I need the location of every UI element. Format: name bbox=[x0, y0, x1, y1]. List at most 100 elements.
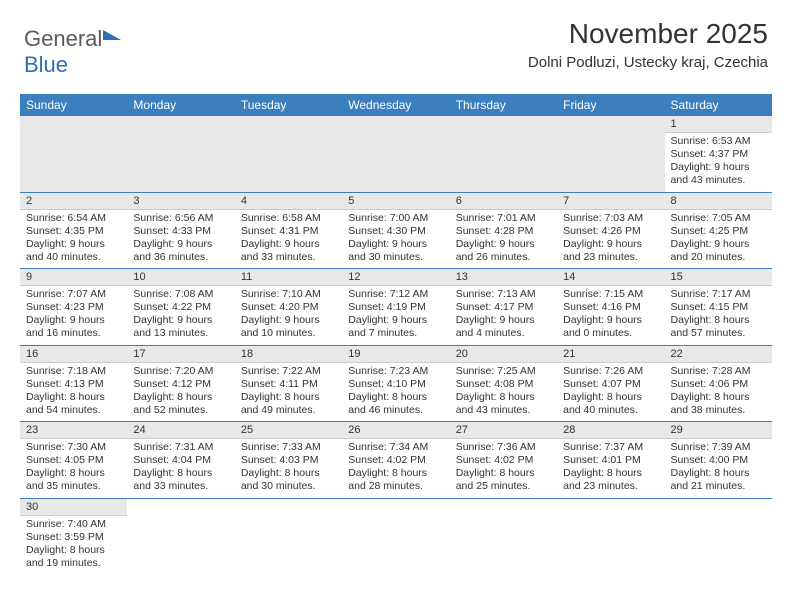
day-number: 16 bbox=[20, 346, 127, 363]
day-number: 28 bbox=[557, 422, 664, 439]
calendar-day-cell: 17Sunrise: 7:20 AMSunset: 4:12 PMDayligh… bbox=[127, 345, 234, 422]
calendar-day-cell: 21Sunrise: 7:26 AMSunset: 4:07 PMDayligh… bbox=[557, 345, 664, 422]
day-number: 25 bbox=[235, 422, 342, 439]
calendar-day-cell: 15Sunrise: 7:17 AMSunset: 4:15 PMDayligh… bbox=[665, 269, 772, 346]
calendar-empty-cell bbox=[665, 498, 772, 574]
page-title: November 2025 bbox=[528, 18, 768, 50]
day-number: 2 bbox=[20, 193, 127, 210]
calendar-empty-cell bbox=[127, 116, 234, 192]
calendar-day-cell: 4Sunrise: 6:58 AMSunset: 4:31 PMDaylight… bbox=[235, 192, 342, 269]
calendar-empty-cell bbox=[450, 498, 557, 574]
calendar-day-header: Friday bbox=[557, 94, 664, 116]
day-number: 7 bbox=[557, 193, 664, 210]
calendar-day-header: Saturday bbox=[665, 94, 772, 116]
calendar-day-header: Monday bbox=[127, 94, 234, 116]
day-number: 23 bbox=[20, 422, 127, 439]
logo-text: General Blue bbox=[24, 26, 121, 78]
calendar-day-cell: 29Sunrise: 7:39 AMSunset: 4:00 PMDayligh… bbox=[665, 422, 772, 499]
day-number: 21 bbox=[557, 346, 664, 363]
calendar-day-cell: 22Sunrise: 7:28 AMSunset: 4:06 PMDayligh… bbox=[665, 345, 772, 422]
day-content: Sunrise: 7:13 AMSunset: 4:17 PMDaylight:… bbox=[450, 286, 557, 345]
calendar-day-cell: 3Sunrise: 6:56 AMSunset: 4:33 PMDaylight… bbox=[127, 192, 234, 269]
calendar-day-cell: 9Sunrise: 7:07 AMSunset: 4:23 PMDaylight… bbox=[20, 269, 127, 346]
calendar-week-row: 2Sunrise: 6:54 AMSunset: 4:35 PMDaylight… bbox=[20, 192, 772, 269]
calendar-table: SundayMondayTuesdayWednesdayThursdayFrid… bbox=[20, 94, 772, 574]
day-content: Sunrise: 7:15 AMSunset: 4:16 PMDaylight:… bbox=[557, 286, 664, 345]
day-number: 6 bbox=[450, 193, 557, 210]
day-number: 4 bbox=[235, 193, 342, 210]
calendar-header-row: SundayMondayTuesdayWednesdayThursdayFrid… bbox=[20, 94, 772, 116]
day-number: 13 bbox=[450, 269, 557, 286]
header: General Blue November 2025 Dolni Podluzi… bbox=[0, 0, 792, 84]
day-content: Sunrise: 7:22 AMSunset: 4:11 PMDaylight:… bbox=[235, 363, 342, 422]
day-number: 1 bbox=[665, 116, 772, 133]
day-number: 14 bbox=[557, 269, 664, 286]
day-number: 15 bbox=[665, 269, 772, 286]
day-number: 5 bbox=[342, 193, 449, 210]
day-number: 18 bbox=[235, 346, 342, 363]
day-content: Sunrise: 6:54 AMSunset: 4:35 PMDaylight:… bbox=[20, 210, 127, 269]
day-content: Sunrise: 7:40 AMSunset: 3:59 PMDaylight:… bbox=[20, 516, 127, 575]
calendar-week-row: 16Sunrise: 7:18 AMSunset: 4:13 PMDayligh… bbox=[20, 345, 772, 422]
day-content: Sunrise: 7:36 AMSunset: 4:02 PMDaylight:… bbox=[450, 439, 557, 498]
calendar-day-cell: 23Sunrise: 7:30 AMSunset: 4:05 PMDayligh… bbox=[20, 422, 127, 499]
calendar-day-cell: 10Sunrise: 7:08 AMSunset: 4:22 PMDayligh… bbox=[127, 269, 234, 346]
calendar-week-row: 9Sunrise: 7:07 AMSunset: 4:23 PMDaylight… bbox=[20, 269, 772, 346]
calendar-day-cell: 28Sunrise: 7:37 AMSunset: 4:01 PMDayligh… bbox=[557, 422, 664, 499]
calendar-day-cell: 25Sunrise: 7:33 AMSunset: 4:03 PMDayligh… bbox=[235, 422, 342, 499]
calendar-day-cell: 24Sunrise: 7:31 AMSunset: 4:04 PMDayligh… bbox=[127, 422, 234, 499]
page-subtitle: Dolni Podluzi, Ustecky kraj, Czechia bbox=[528, 54, 768, 71]
day-number: 27 bbox=[450, 422, 557, 439]
calendar-day-cell: 30Sunrise: 7:40 AMSunset: 3:59 PMDayligh… bbox=[20, 498, 127, 574]
day-number: 30 bbox=[20, 499, 127, 516]
day-content: Sunrise: 7:07 AMSunset: 4:23 PMDaylight:… bbox=[20, 286, 127, 345]
calendar-day-header: Wednesday bbox=[342, 94, 449, 116]
day-number: 22 bbox=[665, 346, 772, 363]
day-content: Sunrise: 7:37 AMSunset: 4:01 PMDaylight:… bbox=[557, 439, 664, 498]
calendar-week-row: 1Sunrise: 6:53 AMSunset: 4:37 PMDaylight… bbox=[20, 116, 772, 192]
day-content: Sunrise: 7:08 AMSunset: 4:22 PMDaylight:… bbox=[127, 286, 234, 345]
day-content: Sunrise: 7:20 AMSunset: 4:12 PMDaylight:… bbox=[127, 363, 234, 422]
calendar-day-cell: 26Sunrise: 7:34 AMSunset: 4:02 PMDayligh… bbox=[342, 422, 449, 499]
calendar-empty-cell bbox=[342, 498, 449, 574]
day-content: Sunrise: 7:12 AMSunset: 4:19 PMDaylight:… bbox=[342, 286, 449, 345]
day-content: Sunrise: 6:56 AMSunset: 4:33 PMDaylight:… bbox=[127, 210, 234, 269]
day-content: Sunrise: 7:33 AMSunset: 4:03 PMDaylight:… bbox=[235, 439, 342, 498]
day-content: Sunrise: 7:03 AMSunset: 4:26 PMDaylight:… bbox=[557, 210, 664, 269]
logo: General Blue bbox=[24, 18, 121, 78]
calendar-day-header: Thursday bbox=[450, 94, 557, 116]
day-number: 20 bbox=[450, 346, 557, 363]
calendar-empty-cell bbox=[557, 116, 664, 192]
calendar-day-cell: 11Sunrise: 7:10 AMSunset: 4:20 PMDayligh… bbox=[235, 269, 342, 346]
calendar-empty-cell bbox=[235, 116, 342, 192]
day-content: Sunrise: 7:30 AMSunset: 4:05 PMDaylight:… bbox=[20, 439, 127, 498]
day-content: Sunrise: 7:39 AMSunset: 4:00 PMDaylight:… bbox=[665, 439, 772, 498]
calendar-empty-cell bbox=[235, 498, 342, 574]
calendar-body: 1Sunrise: 6:53 AMSunset: 4:37 PMDaylight… bbox=[20, 116, 772, 574]
day-number: 9 bbox=[20, 269, 127, 286]
calendar-empty-cell bbox=[342, 116, 449, 192]
calendar-day-cell: 7Sunrise: 7:03 AMSunset: 4:26 PMDaylight… bbox=[557, 192, 664, 269]
calendar-empty-cell bbox=[450, 116, 557, 192]
day-number: 17 bbox=[127, 346, 234, 363]
calendar-day-cell: 20Sunrise: 7:25 AMSunset: 4:08 PMDayligh… bbox=[450, 345, 557, 422]
day-content: Sunrise: 7:17 AMSunset: 4:15 PMDaylight:… bbox=[665, 286, 772, 345]
calendar-day-cell: 13Sunrise: 7:13 AMSunset: 4:17 PMDayligh… bbox=[450, 269, 557, 346]
day-number: 26 bbox=[342, 422, 449, 439]
day-content: Sunrise: 7:01 AMSunset: 4:28 PMDaylight:… bbox=[450, 210, 557, 269]
day-content: Sunrise: 6:58 AMSunset: 4:31 PMDaylight:… bbox=[235, 210, 342, 269]
day-content: Sunrise: 7:05 AMSunset: 4:25 PMDaylight:… bbox=[665, 210, 772, 269]
calendar-day-header: Sunday bbox=[20, 94, 127, 116]
day-number: 24 bbox=[127, 422, 234, 439]
calendar-day-cell: 5Sunrise: 7:00 AMSunset: 4:30 PMDaylight… bbox=[342, 192, 449, 269]
calendar-empty-cell bbox=[127, 498, 234, 574]
logo-sail-icon bbox=[103, 30, 121, 40]
calendar-day-header: Tuesday bbox=[235, 94, 342, 116]
calendar-week-row: 23Sunrise: 7:30 AMSunset: 4:05 PMDayligh… bbox=[20, 422, 772, 499]
calendar-day-cell: 18Sunrise: 7:22 AMSunset: 4:11 PMDayligh… bbox=[235, 345, 342, 422]
logo-text-2: Blue bbox=[24, 52, 68, 77]
day-number: 3 bbox=[127, 193, 234, 210]
calendar-day-cell: 12Sunrise: 7:12 AMSunset: 4:19 PMDayligh… bbox=[342, 269, 449, 346]
day-content: Sunrise: 7:31 AMSunset: 4:04 PMDaylight:… bbox=[127, 439, 234, 498]
calendar-day-cell: 14Sunrise: 7:15 AMSunset: 4:16 PMDayligh… bbox=[557, 269, 664, 346]
